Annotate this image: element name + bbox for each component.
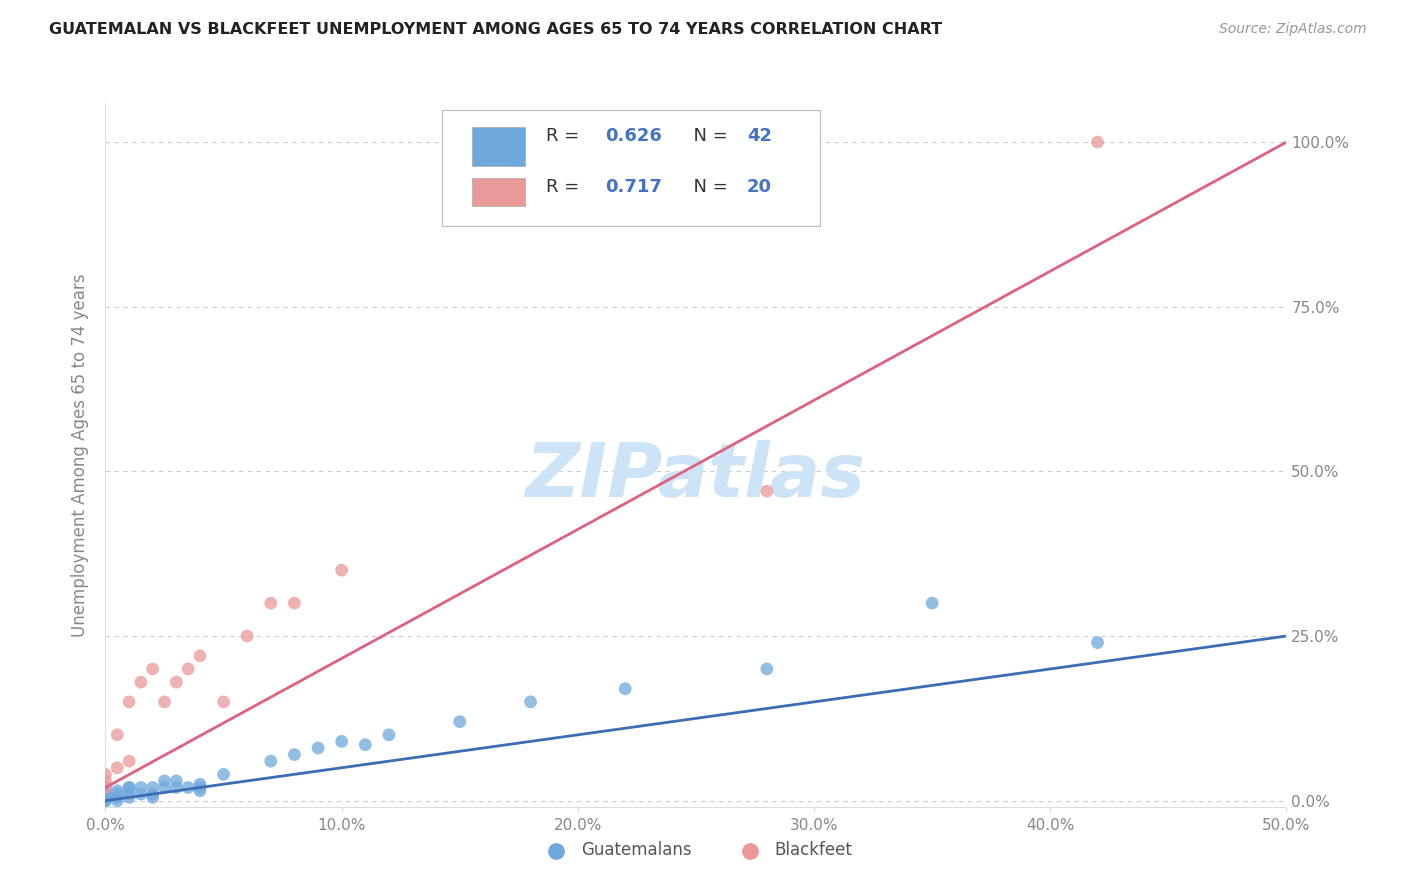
Point [105,728,128,742]
Point [142,787,165,801]
Point [177,780,200,795]
Point [105,787,128,801]
Point [94,773,117,788]
Point [105,784,128,798]
Point [330,734,353,748]
Point [94,794,117,808]
Text: N =: N = [682,178,734,196]
Point [118,754,141,768]
Point [94,787,117,801]
Point [105,790,128,805]
Legend: Guatemalans, Blackfeet: Guatemalans, Blackfeet [533,835,859,866]
FancyBboxPatch shape [441,110,820,226]
Point [283,596,305,610]
Point [118,790,141,805]
Point [236,629,259,643]
Point [142,790,165,805]
Y-axis label: Unemployment Among Ages 65 to 74 years: Unemployment Among Ages 65 to 74 years [72,273,90,637]
Text: R =: R = [546,128,585,145]
Point [105,794,128,808]
Point [118,695,141,709]
FancyBboxPatch shape [471,128,524,166]
Point [94,794,117,808]
Point [449,714,471,729]
Point [118,780,141,795]
Point [153,773,176,788]
Point [307,741,329,756]
Point [188,780,211,795]
Text: 0.626: 0.626 [605,128,662,145]
Point [129,780,152,795]
Point [165,773,187,788]
Point [142,662,165,676]
Text: R =: R = [546,178,585,196]
Point [755,662,778,676]
Point [165,675,187,690]
Text: GUATEMALAN VS BLACKFEET UNEMPLOYMENT AMONG AGES 65 TO 74 YEARS CORRELATION CHART: GUATEMALAN VS BLACKFEET UNEMPLOYMENT AMO… [49,22,942,37]
Point [283,747,305,762]
Point [105,761,128,775]
FancyBboxPatch shape [471,178,524,206]
Point [378,728,401,742]
Text: Source: ZipAtlas.com: Source: ZipAtlas.com [1219,22,1367,37]
Point [94,787,117,801]
Point [519,695,541,709]
Point [118,780,141,795]
Point [1087,635,1109,649]
Point [354,738,377,752]
Point [188,777,211,791]
Point [212,695,235,709]
Point [165,780,187,795]
Point [921,596,943,610]
Text: 0.717: 0.717 [605,178,662,196]
Point [129,675,152,690]
Point [94,790,117,805]
Point [153,695,176,709]
Point [118,787,141,801]
Text: N =: N = [682,128,734,145]
Text: 42: 42 [747,128,772,145]
Point [177,662,200,676]
Point [614,681,637,696]
Point [188,784,211,798]
Point [330,563,353,577]
Point [94,780,117,795]
Point [212,767,235,781]
Point [94,767,117,781]
Point [94,790,117,805]
Point [188,648,211,663]
Point [94,787,117,801]
Text: ZIPatlas: ZIPatlas [526,440,866,513]
Point [1087,135,1109,149]
Point [129,787,152,801]
Point [755,484,778,499]
Point [260,596,283,610]
Point [142,780,165,795]
Text: 20: 20 [747,178,772,196]
Point [260,754,283,768]
Point [94,780,117,795]
Point [153,780,176,795]
